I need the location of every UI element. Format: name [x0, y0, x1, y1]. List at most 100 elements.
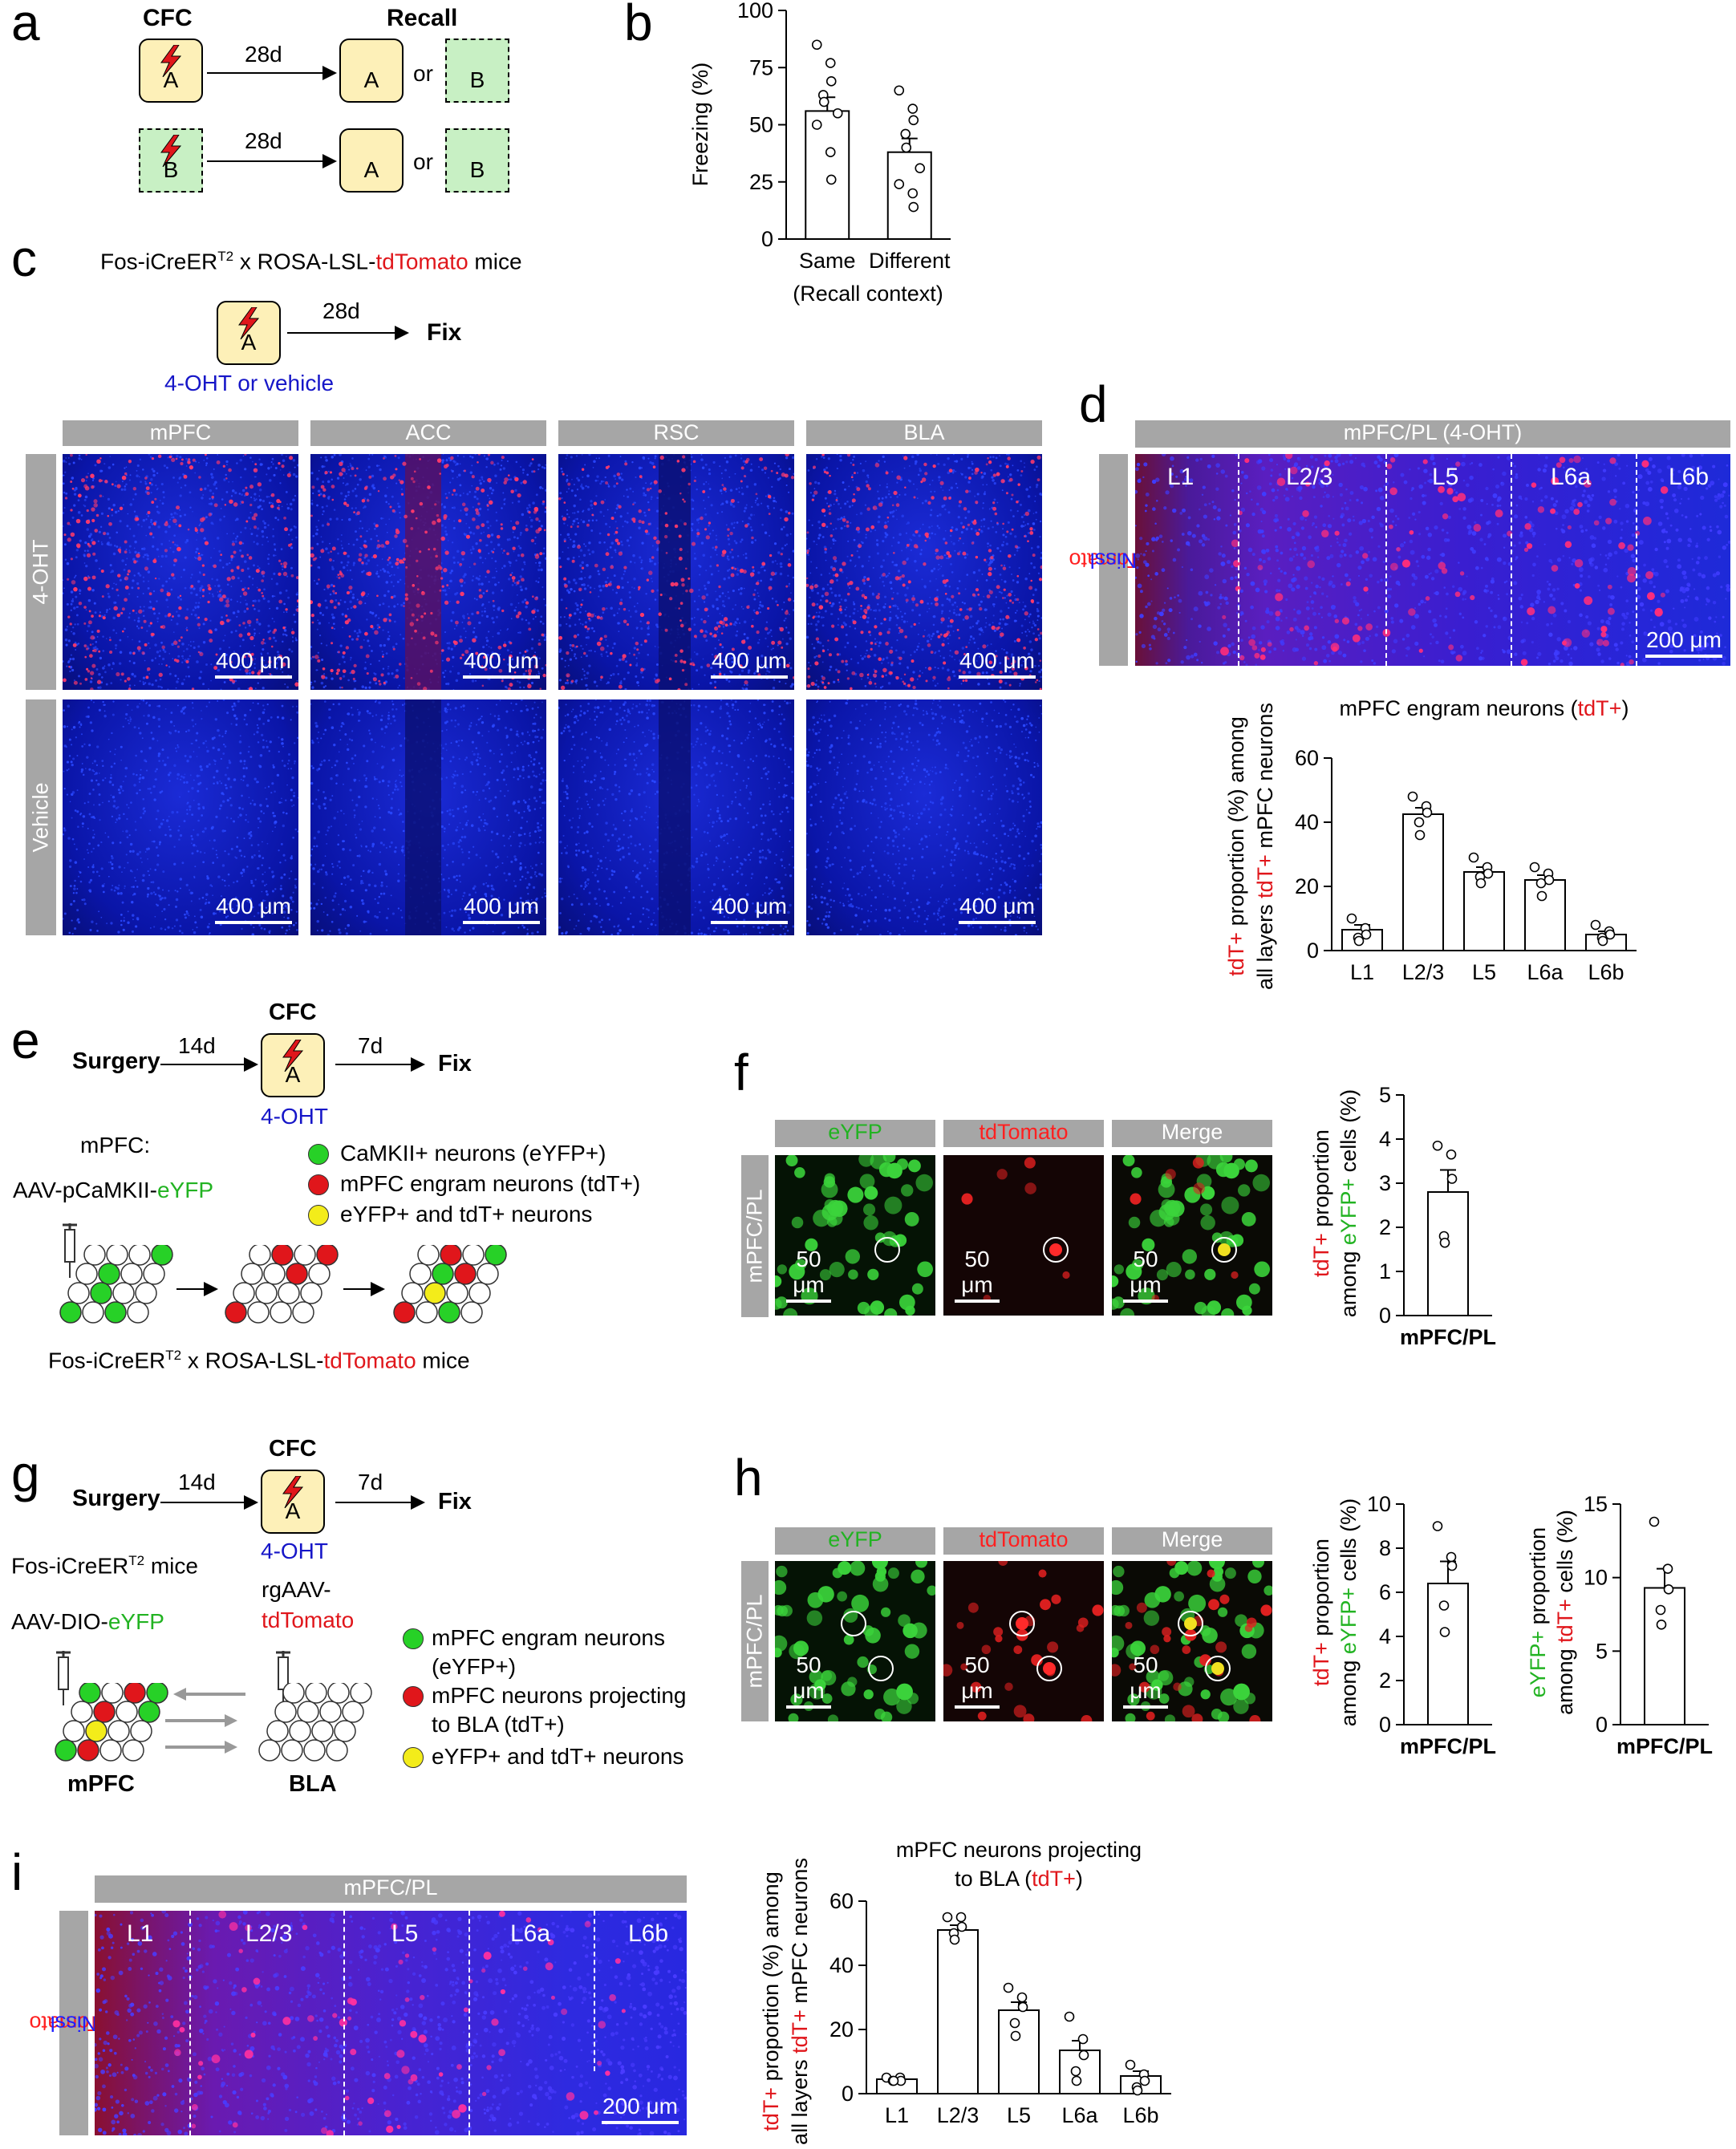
cell: [376, 570, 379, 573]
cell: [63, 482, 65, 485]
cell: [173, 512, 176, 515]
cell: [526, 473, 529, 476]
cell: [829, 579, 834, 584]
cell: [967, 480, 971, 484]
cell: [959, 608, 963, 611]
cell: [971, 468, 974, 471]
cell: [702, 658, 704, 660]
cell: [222, 464, 225, 468]
cell: [767, 646, 769, 647]
cell: [194, 528, 198, 533]
cell: [995, 456, 998, 460]
cell: [388, 613, 392, 617]
cell: [1029, 670, 1032, 673]
cell: [567, 546, 570, 549]
cell: [793, 599, 794, 602]
cell: [958, 505, 961, 508]
cell: [124, 585, 129, 590]
cell: [530, 538, 535, 543]
cell: [561, 515, 564, 518]
cell: [322, 488, 327, 492]
cell: [229, 562, 231, 565]
y-tick-label: 100: [737, 0, 773, 22]
cell: [708, 533, 712, 535]
cell: [566, 673, 570, 678]
cell: [761, 502, 763, 505]
cell: [397, 502, 400, 505]
cell: [846, 606, 848, 609]
cell: [615, 482, 619, 485]
cell: [573, 590, 576, 593]
cell: [255, 620, 259, 624]
cell: [159, 650, 161, 652]
cell: [175, 687, 177, 689]
cell: [278, 462, 281, 465]
cell: [91, 614, 94, 618]
cell: [654, 645, 656, 647]
cell: [108, 781, 112, 784]
cell: [713, 626, 719, 631]
cell: [238, 493, 241, 495]
cell: [888, 616, 892, 620]
cell: [783, 525, 785, 529]
cell: [403, 605, 405, 607]
cell: [1010, 497, 1013, 501]
cell: [743, 587, 745, 590]
region-header: mPFC: [63, 420, 298, 446]
cell: [830, 604, 834, 608]
cell: [973, 664, 976, 667]
cell: [1037, 652, 1041, 655]
cell: [85, 454, 87, 456]
cell: [670, 582, 675, 587]
cell: [696, 532, 700, 536]
cell: [152, 469, 156, 473]
cell: [888, 490, 890, 493]
cell: [810, 589, 814, 592]
cell: [925, 679, 928, 683]
cell: [606, 548, 609, 550]
panel-label-a: a: [11, 0, 40, 51]
cell: [83, 504, 85, 506]
cell: [129, 528, 132, 530]
cell: [823, 470, 827, 473]
cell: [126, 525, 129, 528]
cell: [124, 485, 127, 488]
cell: [1008, 671, 1012, 674]
cell: [740, 639, 746, 644]
cell: [322, 686, 326, 688]
cell: [283, 611, 285, 613]
cell: [634, 501, 636, 504]
cell: [769, 553, 773, 558]
cell: [187, 460, 191, 464]
micrograph: 400 μm: [310, 454, 546, 690]
cell: [995, 650, 997, 652]
cell: [597, 480, 599, 482]
cell: [134, 493, 137, 496]
cell: [396, 580, 400, 583]
cell: [189, 889, 191, 891]
cell: [843, 516, 846, 518]
cell: [857, 530, 861, 533]
cell: [468, 491, 471, 493]
cell: [101, 676, 103, 679]
cell: [365, 654, 370, 659]
cell: [834, 527, 838, 530]
cell: [392, 585, 395, 587]
cell: [765, 673, 767, 675]
cell: [698, 589, 700, 591]
cell: [348, 585, 353, 590]
cell: [838, 594, 842, 597]
cell: [577, 521, 580, 525]
cell: [579, 549, 583, 552]
cell: [886, 553, 890, 556]
cell: [736, 567, 739, 570]
cell: [964, 476, 967, 479]
cell: [937, 569, 939, 571]
cell: [1000, 479, 1005, 484]
cell: [963, 507, 967, 511]
cell: [897, 576, 901, 580]
cell: [361, 570, 363, 574]
cell: [522, 480, 527, 485]
cell: [473, 598, 476, 600]
cell: [244, 468, 247, 471]
